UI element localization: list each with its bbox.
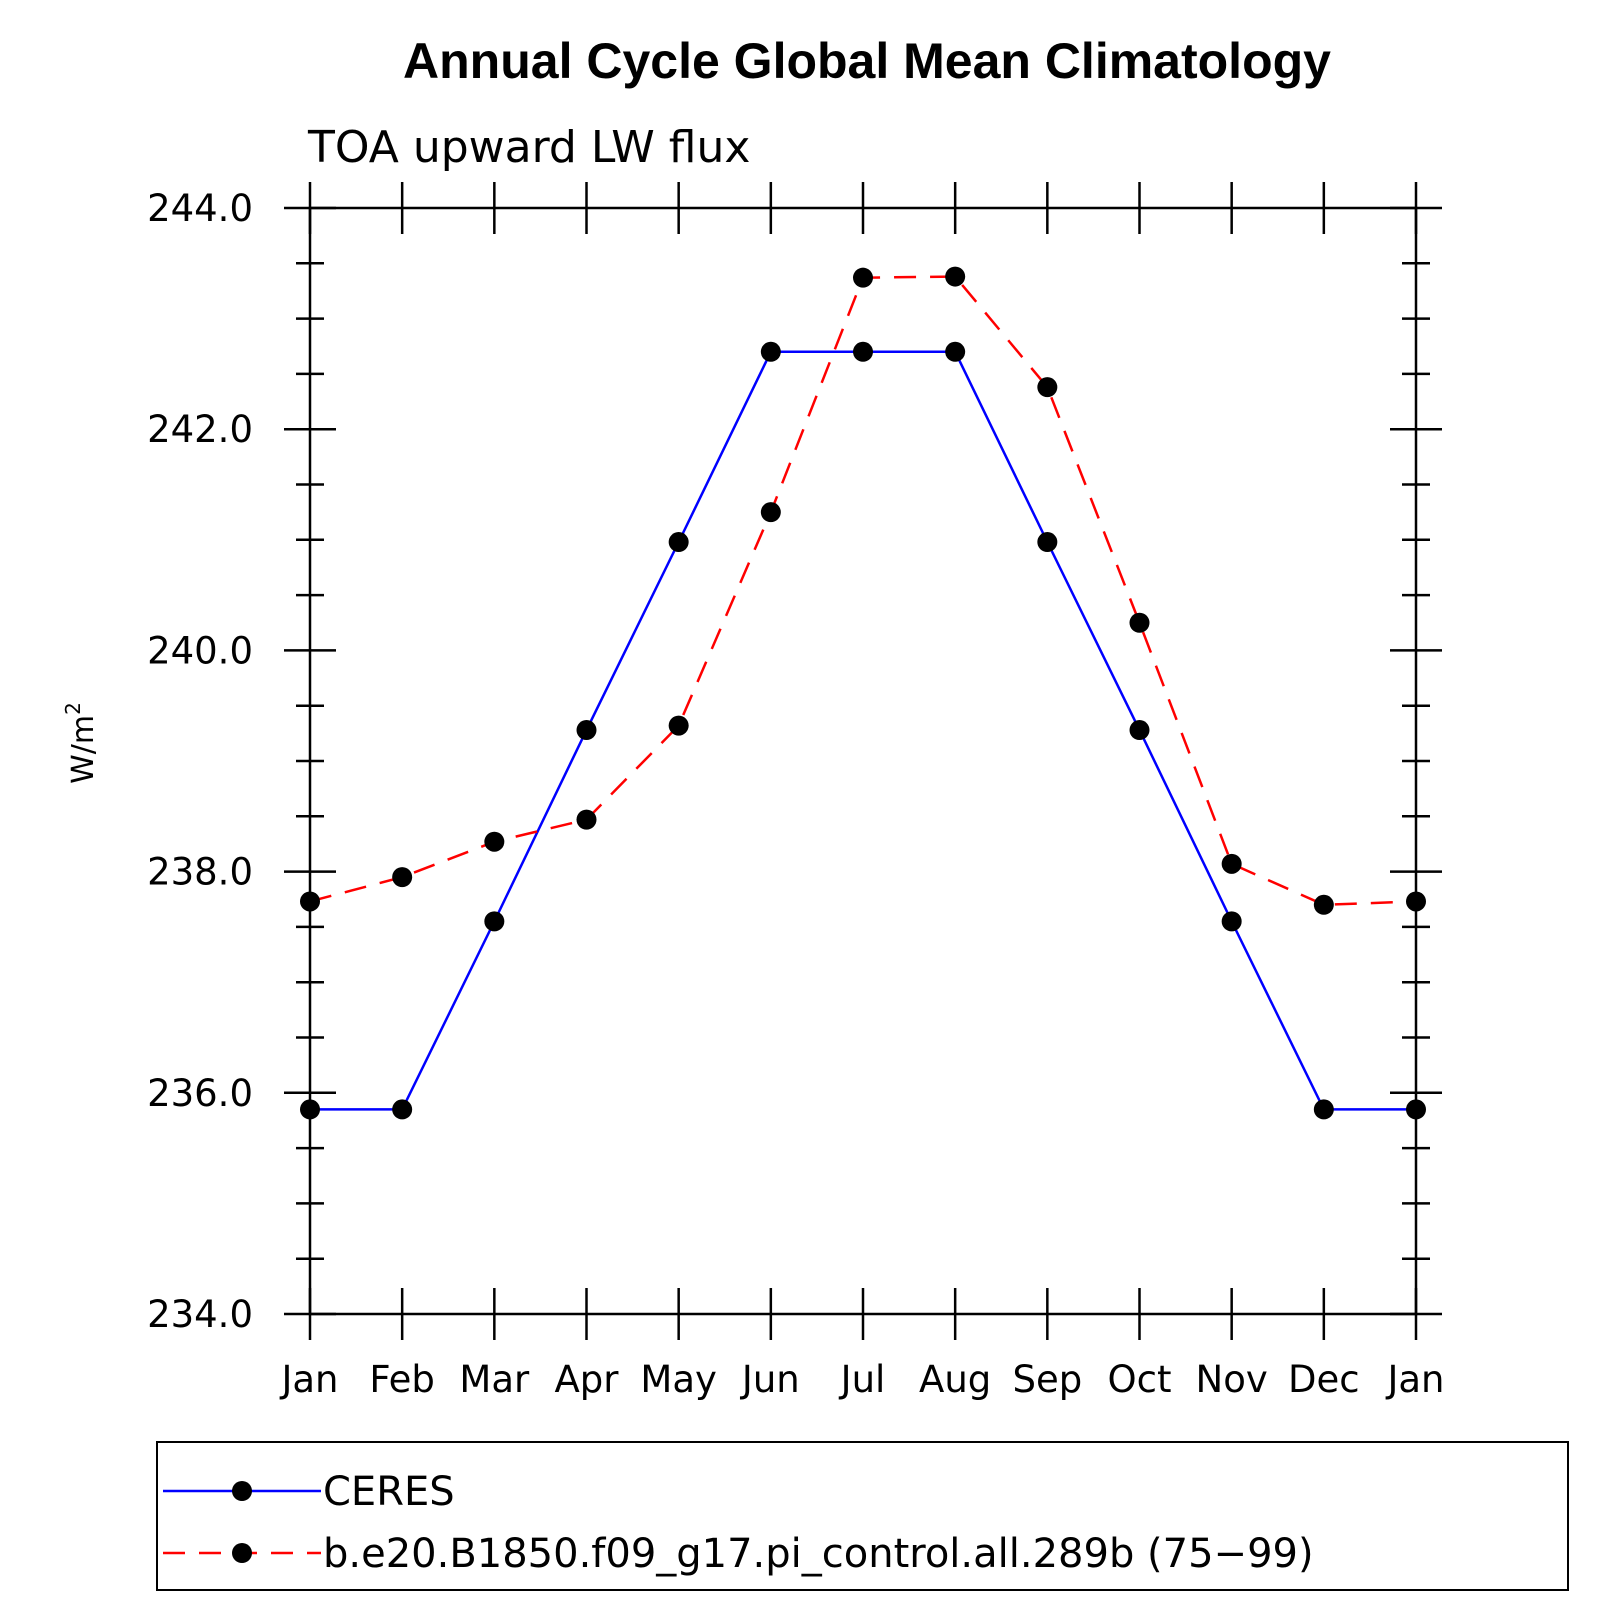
y-axis-label: W/m2	[61, 702, 101, 784]
series-1-point	[945, 341, 966, 362]
x-tick-label: Dec	[1288, 1358, 1360, 1401]
x-tick-label: Jan	[1385, 1358, 1444, 1401]
y-tick-label: 234.0	[147, 1293, 253, 1336]
series-2-point	[1313, 894, 1334, 915]
x-tick-label: Jul	[839, 1358, 886, 1401]
series-2-point	[1221, 853, 1242, 874]
x-tick-label: Oct	[1108, 1358, 1172, 1401]
axis-ticks	[284, 182, 1442, 1340]
x-tick-label: Jun	[740, 1358, 800, 1401]
series-1-point	[1129, 720, 1150, 741]
legend-label-1: CERES	[323, 1469, 455, 1515]
series-line-2	[309, 275, 1417, 907]
x-tick-label: Mar	[459, 1358, 530, 1401]
series-2-point	[300, 891, 320, 912]
y-tick-label: 244.0	[147, 187, 253, 230]
series-2-point	[484, 831, 505, 852]
series-2-point	[1129, 612, 1150, 633]
series-2-point	[1406, 891, 1426, 912]
series-lines	[309, 275, 1417, 1111]
series-1-point	[1313, 1099, 1334, 1120]
series-2-point	[1037, 377, 1058, 398]
y-axis-label-text: W/m	[66, 715, 101, 784]
series-line-1	[310, 350, 1416, 1111]
series-1-point	[1221, 911, 1242, 932]
series-1-point	[1037, 532, 1058, 553]
series-1-point	[668, 532, 689, 553]
y-tick-label: 240.0	[147, 629, 253, 672]
series-2-point	[760, 502, 781, 523]
series-1-point	[300, 1099, 320, 1120]
x-tick-label: Nov	[1196, 1358, 1268, 1401]
y-axis-label-superscript: 2	[61, 702, 85, 715]
series-1-point	[760, 341, 781, 362]
series-2-point	[392, 867, 413, 888]
chart-subtitle: TOA upward LW flux	[307, 122, 750, 173]
series-1-point	[853, 341, 873, 362]
series-1-point	[576, 720, 597, 741]
series-2-point	[853, 267, 873, 288]
series-markers	[300, 266, 1426, 1120]
x-tick-label: Jan	[279, 1358, 338, 1401]
series-2-point	[668, 715, 689, 736]
y-tick-label: 238.0	[147, 851, 253, 894]
y-tick-label: 236.0	[147, 1072, 253, 1115]
x-tick-label: May	[640, 1358, 717, 1401]
legend-marker-2	[232, 1543, 252, 1563]
y-tick-labels: 234.0 236.0 238.0 240.0 242.0 244.0	[147, 187, 253, 1336]
series-1-point	[392, 1099, 413, 1120]
x-tick-label: Aug	[919, 1358, 991, 1401]
legend-label-2: b.e20.B1850.f09_g17.pi_control.all.289b …	[323, 1531, 1314, 1577]
series-2-point	[576, 809, 597, 830]
legend: CERES b.e20.B1850.f09_g17.pi_control.all.…	[163, 1469, 1314, 1577]
series-1-point	[1406, 1099, 1426, 1120]
legend-marker-1	[232, 1481, 252, 1501]
x-tick-label: Sep	[1012, 1358, 1082, 1401]
x-tick-label: Feb	[369, 1358, 435, 1401]
chart-title: Annual Cycle Global Mean Climatology	[403, 33, 1331, 89]
y-tick-label: 242.0	[147, 408, 253, 451]
plot-frame	[308, 206, 1418, 1316]
series-1-point	[484, 911, 505, 932]
series-2-point	[945, 266, 966, 287]
x-tick-labels: Jan Feb Mar Apr May Jun Jul Aug Sep Oct Nov Dec Jan	[279, 1358, 1444, 1401]
legend-box	[156, 1441, 1569, 1591]
x-tick-label: Apr	[554, 1358, 619, 1401]
